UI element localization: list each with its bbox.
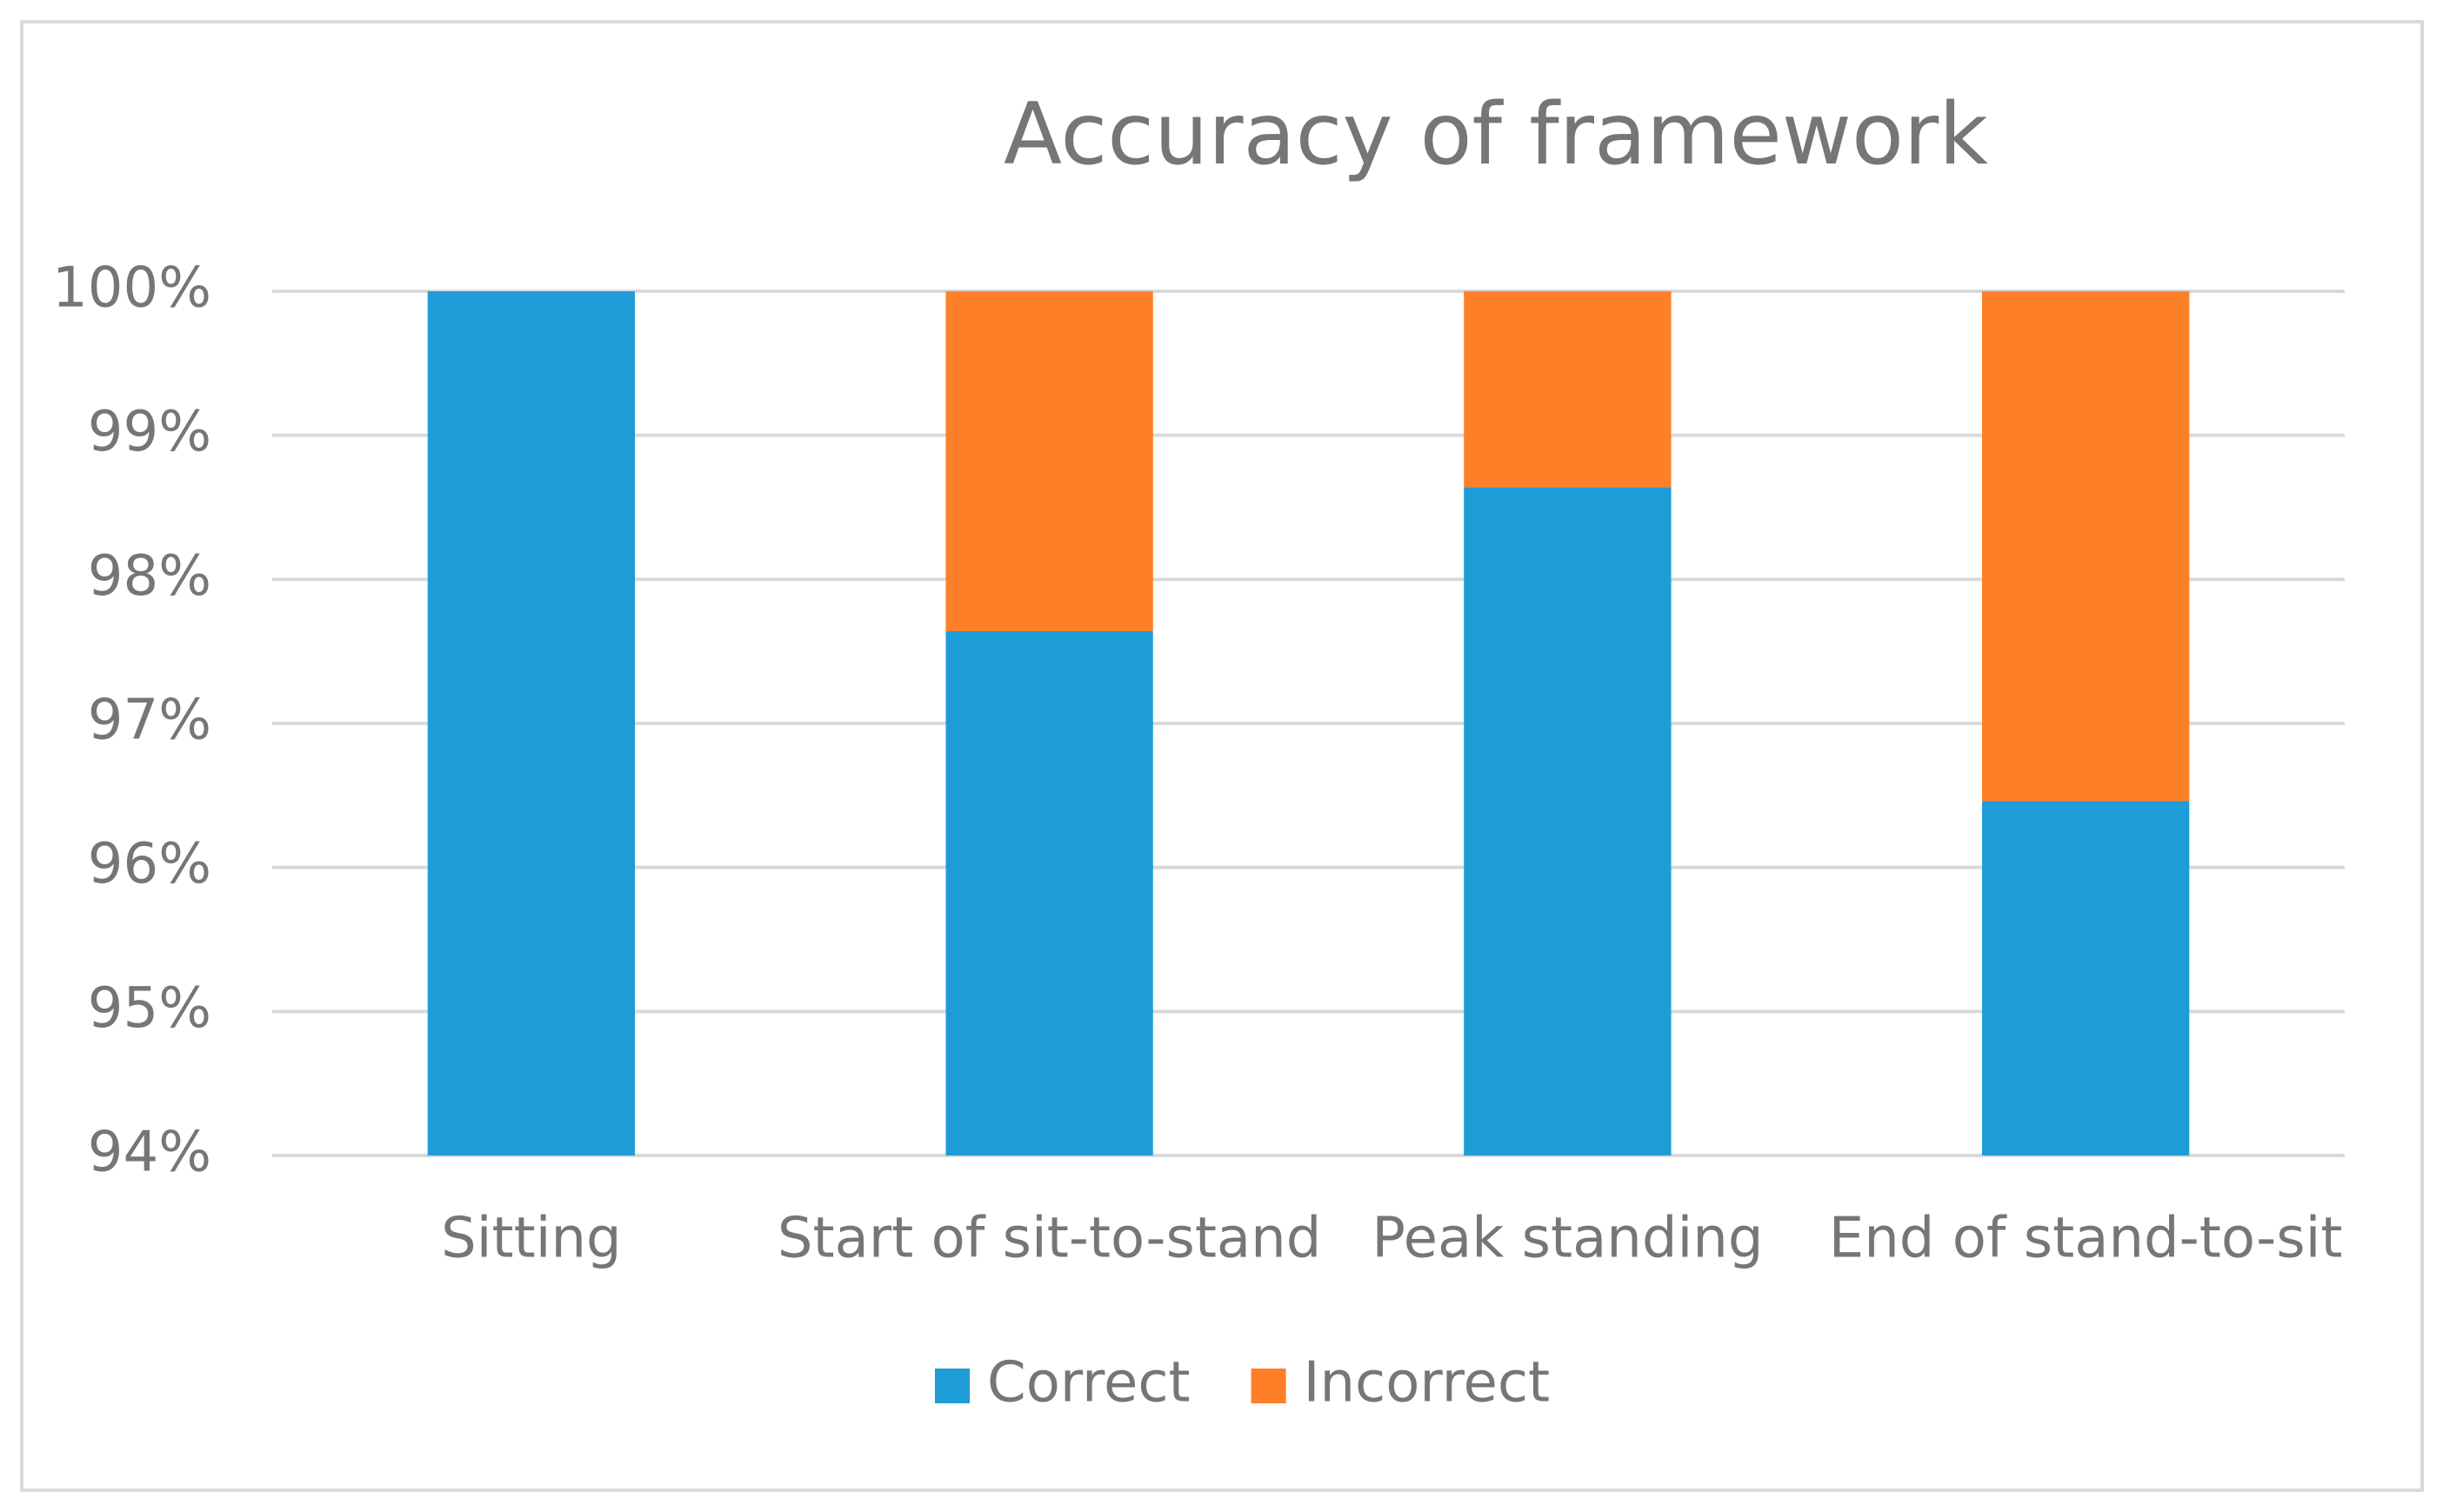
y-tick-label: 98%: [88, 544, 211, 609]
y-tick-label: 94%: [88, 1121, 211, 1185]
y-tick-label: 100%: [52, 256, 211, 321]
bar-segment: [945, 630, 1153, 1156]
bar-segment: [1981, 291, 2190, 802]
y-tick-label: 97%: [88, 689, 211, 753]
x-tick-label: Sitting: [441, 1207, 622, 1271]
bar-segment: [427, 291, 636, 1156]
y-tick-label: 96%: [88, 832, 211, 896]
bar-segment: [1464, 487, 1672, 1156]
bar-segment: [1464, 291, 1672, 488]
legend-swatch: [935, 1369, 970, 1403]
y-tick-label: 95%: [88, 976, 211, 1041]
x-tick-label: Start of sit-to-stand: [778, 1207, 1321, 1271]
y-tick-label: 99%: [88, 400, 211, 464]
x-tick-label: End of stand-to-sit: [1829, 1207, 2343, 1271]
bar-segment: [945, 291, 1153, 631]
legend-label: Incorrect: [1304, 1351, 1551, 1415]
legend-label: Correct: [987, 1351, 1191, 1415]
chart-title: Accuracy of framework: [1004, 85, 1988, 184]
x-tick-label: Peak standing: [1372, 1207, 1763, 1271]
legend-swatch: [1251, 1369, 1286, 1403]
bar-segment: [1981, 801, 2190, 1156]
